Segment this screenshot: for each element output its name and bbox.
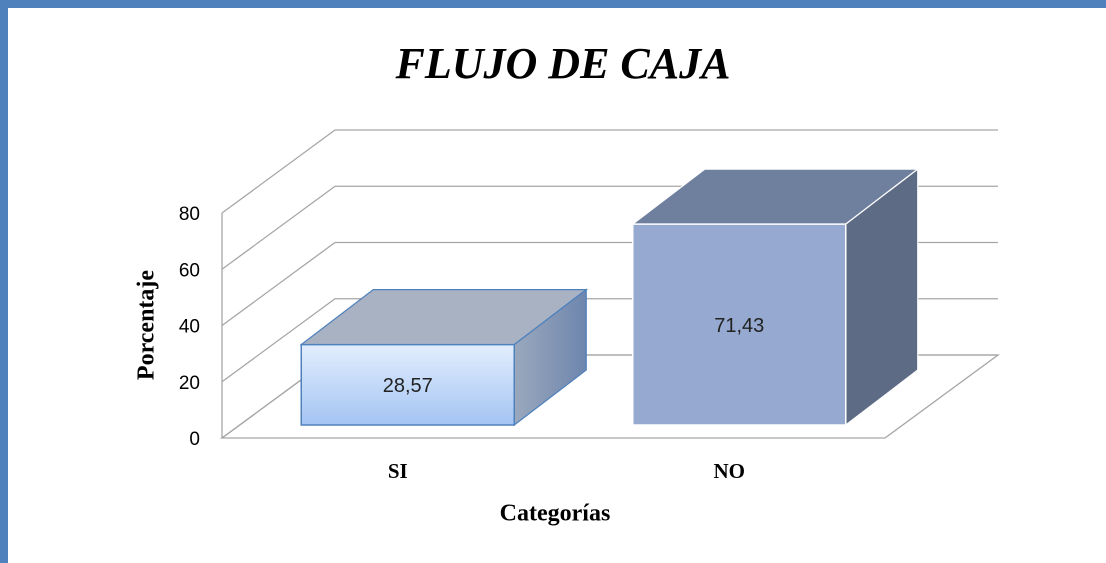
y-tick-label: 40 bbox=[179, 317, 200, 338]
y-tick-label: 60 bbox=[179, 260, 200, 281]
x-tick-label: SI bbox=[388, 459, 408, 483]
y-tick-label: 80 bbox=[179, 204, 200, 225]
y-tick-label: 20 bbox=[179, 373, 200, 394]
data-label: 28,57 bbox=[383, 375, 433, 397]
x-axis-label: Categorías bbox=[500, 501, 611, 527]
x-tick-label: NO bbox=[714, 459, 746, 483]
grid-line bbox=[221, 129, 998, 214]
data-label: 71,43 bbox=[714, 315, 764, 337]
bar bbox=[300, 343, 515, 426]
y-axis-label: Porcentaje bbox=[134, 270, 160, 381]
chart-title: FLUJO DE CAJA bbox=[395, 39, 731, 88]
y-tick-label: 0 bbox=[189, 429, 200, 450]
bar bbox=[632, 223, 847, 426]
